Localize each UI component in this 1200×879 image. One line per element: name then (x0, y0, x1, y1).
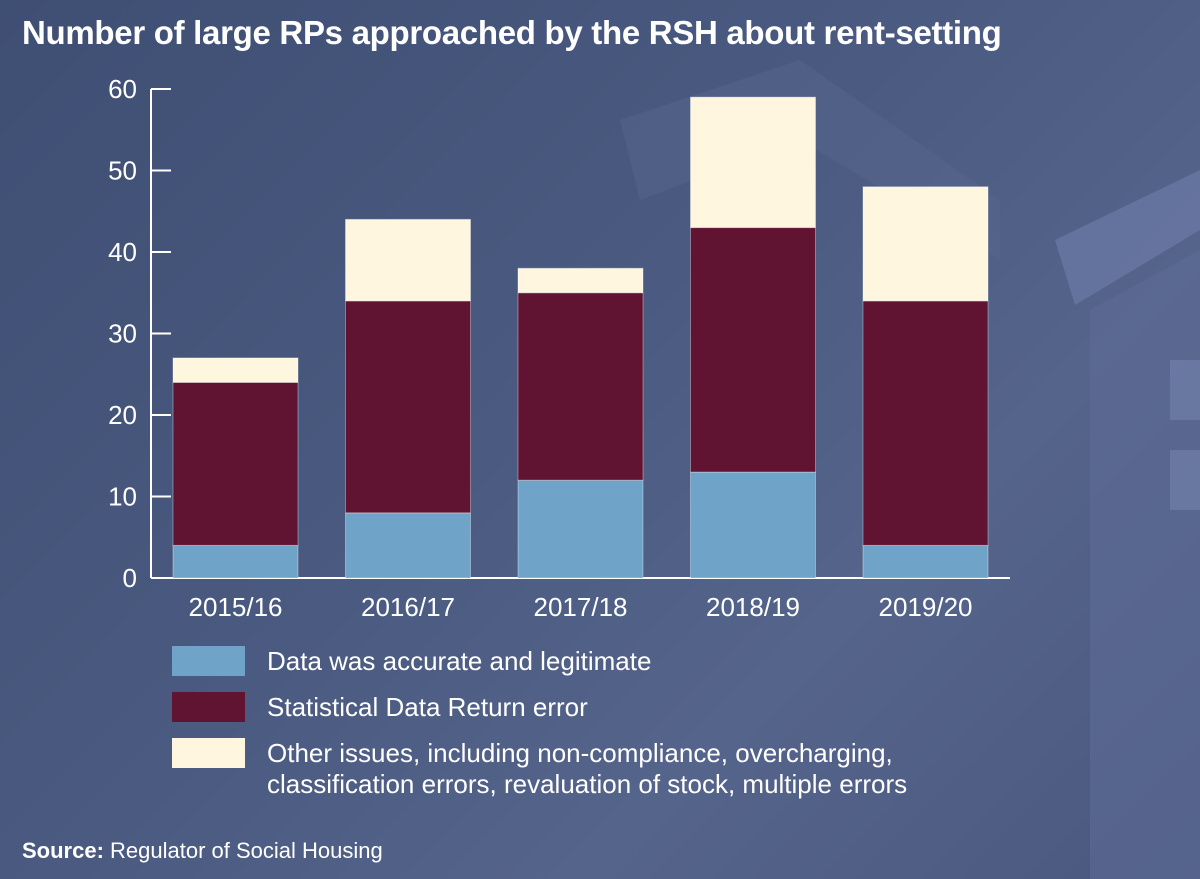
legend-item-other: Other issues, including non-compliance, … (172, 738, 987, 800)
legend-label: Other issues, including non-compliance, … (267, 738, 908, 799)
y-tick-label: 10 (108, 482, 137, 512)
x-tick-label: 2015/16 (189, 592, 283, 622)
y-tick-label: 40 (108, 237, 137, 267)
bar-segment-sdr-error (517, 292, 644, 481)
bar-segment-other (690, 96, 816, 229)
bar-segment-accurate (517, 479, 644, 579)
bar-segment-other (345, 218, 471, 302)
legend-label: Data was accurate and legitimate (267, 646, 652, 676)
y-tick-label: 0 (123, 563, 137, 593)
legend-item-accurate: Data was accurate and legitimate (172, 646, 987, 677)
legend-swatch-other (172, 738, 245, 768)
bar-segment-accurate (690, 471, 816, 579)
bar-segment-sdr-error (862, 300, 989, 546)
x-tick-label: 2019/20 (879, 592, 973, 622)
bar-segment-sdr-error (172, 381, 299, 546)
source-label: Source: (22, 838, 104, 863)
source-note: Source: Regulator of Social Housing (22, 838, 383, 864)
bar-segment-other (172, 357, 299, 383)
legend-item-sdr-error: Statistical Data Return error (172, 692, 987, 723)
bar-segment-other (517, 267, 644, 294)
bar-segment-accurate (345, 512, 471, 579)
chart-title: Number of large RPs approached by the RS… (22, 14, 1002, 51)
y-tick-label: 50 (108, 156, 137, 186)
bar-segment-sdr-error (345, 300, 471, 514)
legend-swatch-accurate (172, 646, 245, 676)
y-tick-label: 60 (108, 74, 137, 104)
source-text: Regulator of Social Housing (110, 838, 383, 863)
bar-segment-other (862, 186, 989, 302)
legend-label: Statistical Data Return error (267, 692, 588, 722)
bar-segment-accurate (172, 544, 299, 579)
x-tick-label: 2017/18 (534, 592, 628, 622)
bar-segment-accurate (862, 544, 989, 579)
legend-swatch-sdr-error (172, 692, 245, 722)
bar-segment-sdr-error (690, 227, 816, 473)
x-tick-label: 2018/19 (706, 592, 800, 622)
y-tick-label: 30 (108, 319, 137, 349)
x-tick-label: 2016/17 (361, 592, 455, 622)
y-tick-label: 20 (108, 400, 137, 430)
